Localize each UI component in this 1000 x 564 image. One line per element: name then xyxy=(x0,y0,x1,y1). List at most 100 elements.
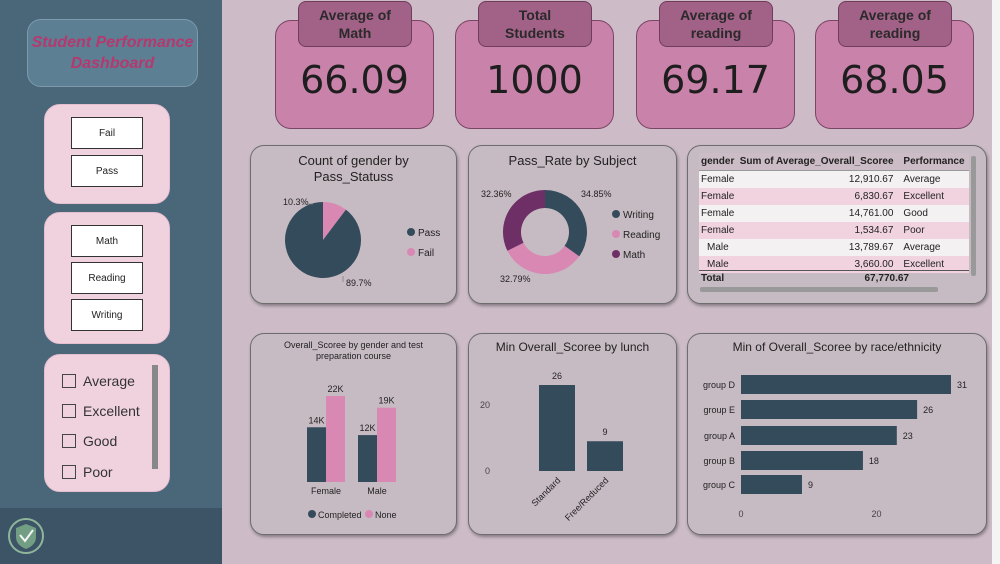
bar-standard[interactable] xyxy=(539,385,575,471)
pass-status-slicer: Fail Pass xyxy=(44,104,170,204)
donut-slice-reading[interactable] xyxy=(507,242,580,274)
kpi-card-total-students: Total Students 1000 xyxy=(455,1,614,129)
bar-group-D[interactable] xyxy=(741,375,951,394)
dashboard-title-box: Student Performance Dashboard xyxy=(27,19,198,87)
checkbox-icon[interactable] xyxy=(62,434,76,448)
checkbox-good[interactable]: Good xyxy=(62,433,117,449)
slicer-button-writing[interactable]: Writing xyxy=(71,299,143,331)
legend-label-pass: Pass xyxy=(418,228,440,239)
shield-logo-icon xyxy=(8,518,44,554)
slicer-scrollbar[interactable] xyxy=(152,365,158,469)
checkbox-poor[interactable]: Poor xyxy=(62,464,113,480)
kpi-card-average-reading-2: Average of reading 68.05 xyxy=(815,1,974,129)
window-edge xyxy=(992,0,1000,564)
lunch-bar-chart: 0 20 26 Standard 9 Free/Reduced xyxy=(480,371,623,523)
legend-swatch-none xyxy=(365,510,373,518)
legend-label-none: None xyxy=(375,510,397,520)
table-row: Female 1,534.67 Poor xyxy=(699,222,969,239)
table-cell: Excellent xyxy=(901,188,969,205)
bar-completed-female[interactable] xyxy=(307,427,326,482)
kpi-label: Average of reading xyxy=(838,1,952,47)
table-cell: Female xyxy=(699,222,738,239)
grouped-bar-chart: Completed None 14K 22K Female 12K 19K Male xyxy=(307,384,397,520)
checkbox-label: Poor xyxy=(83,464,113,480)
y-axis-tick-label: 20 xyxy=(480,400,490,410)
dashboard-title: Student Performance Dashboard xyxy=(31,34,194,72)
table-cell: Female xyxy=(699,205,738,222)
checkbox-excellent[interactable]: Excellent xyxy=(62,403,140,419)
bar-data-label: 9 xyxy=(808,480,813,490)
checkbox-icon[interactable] xyxy=(62,465,76,479)
bar-free-reduced[interactable] xyxy=(587,441,623,471)
bar-none-male[interactable] xyxy=(377,407,396,482)
bar-data-label: 14K xyxy=(308,415,324,425)
chart-title: Pass_Rate by Subject xyxy=(508,153,637,168)
bar-none-female[interactable] xyxy=(326,396,345,482)
vertical-scrollbar[interactable] xyxy=(971,156,976,276)
checkbox-icon[interactable] xyxy=(62,374,76,388)
slicer-button-math[interactable]: Math xyxy=(71,225,143,257)
x-axis-label: Female xyxy=(311,486,341,496)
y-axis-label: group E xyxy=(703,405,735,415)
bar-group-E[interactable] xyxy=(741,400,918,419)
slicer-button-reading[interactable]: Reading xyxy=(71,262,143,294)
bar-group-A[interactable] xyxy=(741,426,897,445)
bar-data-label: 23 xyxy=(903,431,913,441)
slicer-button-pass[interactable]: Pass xyxy=(71,155,143,187)
table-card[interactable]: gender Sum of Average_Overall_Scoree Per… xyxy=(687,145,987,304)
bar-data-label: 18 xyxy=(869,456,879,466)
race-bar-chart-card[interactable]: Min of Overall_Scoree by race/ethnicity … xyxy=(687,333,987,535)
column-header[interactable]: gender xyxy=(699,153,738,171)
legend-label-fail: Fail xyxy=(418,248,434,259)
column-header[interactable]: Sum of Average_Overall_Scoree xyxy=(737,153,902,171)
performance-slicer: Average Excellent Good Poor xyxy=(44,354,170,492)
legend-swatch-completed xyxy=(308,510,316,518)
table-row: Female 14,761.00 Good xyxy=(699,205,969,222)
legend-swatch-reading xyxy=(612,230,620,238)
grouped-bar-chart-card[interactable]: Overall_Scoree by gender and test prepar… xyxy=(250,333,457,535)
chart-title: Overall_Scoree by gender and test prepar… xyxy=(283,340,424,361)
donut-slice-math[interactable] xyxy=(503,190,545,251)
checkbox-icon[interactable] xyxy=(62,404,76,418)
data-label-writing: 34.85% xyxy=(581,189,612,199)
legend-swatch-pass xyxy=(407,228,415,236)
checkbox-average[interactable]: Average xyxy=(62,373,135,389)
bar-group-B[interactable] xyxy=(741,451,863,470)
kpi-value: 1000 xyxy=(486,58,583,102)
kpi-value: 66.09 xyxy=(300,58,409,102)
table-cell: Poor xyxy=(901,222,969,239)
table-row: Male 3,660.00 Excellent xyxy=(699,256,969,273)
checkbox-label: Good xyxy=(83,433,118,449)
horizontal-scrollbar[interactable] xyxy=(700,287,938,292)
donut-chart-card[interactable]: Pass_Rate by Subject Writing Reading Mat… xyxy=(468,145,677,304)
table-cell: 3,660.00 xyxy=(737,256,902,273)
table-row: Female 6,830.67 Excellent xyxy=(699,188,969,205)
checkbox-label: Excellent xyxy=(83,403,140,419)
slicer-button-fail[interactable]: Fail xyxy=(71,117,143,149)
bar-completed-male[interactable] xyxy=(358,435,377,482)
kpi-value: 68.05 xyxy=(840,58,949,102)
pie-slice-pass[interactable] xyxy=(285,202,361,278)
bar-group-C[interactable] xyxy=(741,475,802,494)
total-value: 67,770.67 xyxy=(864,273,910,284)
chart-title: Min Overall_Scoree by lunch xyxy=(495,340,650,354)
checkbox-label: Average xyxy=(83,373,135,389)
table-cell: 6,830.67 xyxy=(737,188,902,205)
column-header[interactable]: Performance xyxy=(901,153,969,171)
bar-data-label: 31 xyxy=(957,380,967,390)
kpi-value: 69.17 xyxy=(661,58,770,102)
data-label-pass: 89.7% xyxy=(346,278,372,288)
pie-chart-card[interactable]: Count of gender by Pass_Statuss Pass Fai… xyxy=(250,145,457,304)
table-cell: 12,910.67 xyxy=(737,170,902,188)
chart-title: Min of Overall_Scoree by race/ethnicity xyxy=(732,340,942,354)
legend-label-math: Math xyxy=(623,250,645,261)
lunch-bar-chart-card[interactable]: Min Overall_Scoree by lunch 0 20 26 Standar… xyxy=(468,333,677,535)
bar-data-label: 9 xyxy=(602,427,607,437)
legend-swatch-fail xyxy=(407,248,415,256)
pie-slice-fail[interactable] xyxy=(323,202,346,240)
y-axis-label: group C xyxy=(703,480,736,490)
donut-slice-writing[interactable] xyxy=(545,190,587,257)
table-cell: 13,789.67 xyxy=(737,239,902,256)
kpi-card-average-reading: Average of reading 69.17 xyxy=(636,1,795,129)
data-label-math: 32.36% xyxy=(481,189,512,199)
